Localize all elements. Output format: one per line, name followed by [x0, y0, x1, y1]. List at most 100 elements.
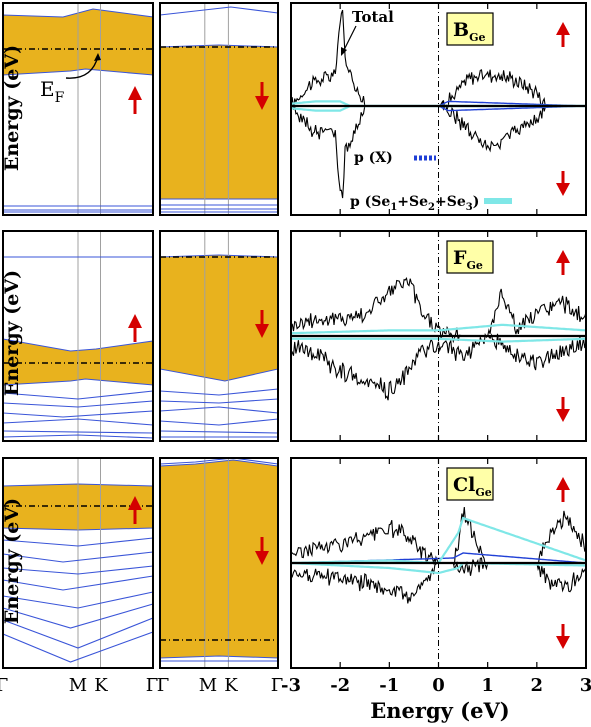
band-line [2, 617, 154, 649]
arrow-head [556, 636, 570, 649]
dos-panel: BGe [290, 2, 587, 216]
dos-label-sub: Ge [467, 259, 483, 272]
kpath-label: Γ [271, 675, 284, 696]
arrow-head [128, 86, 142, 100]
band-line [159, 406, 279, 414]
kpath-label: K [94, 675, 108, 696]
band-line [2, 430, 154, 434]
arrow-head [255, 324, 269, 338]
dos-panel-label: FGe [446, 240, 494, 274]
arrow-head [556, 22, 570, 35]
dos-label-text: ClGe [453, 474, 492, 499]
dos-xtick-label: 2 [531, 675, 544, 696]
arrow-head [556, 250, 570, 263]
band-line [2, 390, 154, 400]
band-line [2, 575, 154, 591]
legend-label-se: p (Se1+Se2+Se3) [350, 194, 479, 213]
band-panel [2, 457, 154, 669]
spin-up-arrow-icon [556, 250, 570, 275]
fermi-pointer-arrowhead [94, 53, 101, 61]
band-line [2, 434, 154, 439]
band-structure-panels [2, 2, 279, 669]
total-pointer [342, 25, 357, 53]
band-panel-frame [159, 457, 279, 669]
dos-label-box [446, 12, 494, 46]
band-ylabel-row1: Energy (eV) [1, 45, 23, 171]
dos-label-sub: Ge [475, 486, 491, 499]
dos-xtick-label: -3 [281, 675, 301, 696]
band-line [159, 388, 279, 396]
band-line [2, 565, 154, 575]
kpath-label: Γ [146, 675, 159, 696]
arrow-head [255, 551, 269, 565]
arrow-head [128, 496, 142, 510]
band-gap-fill [159, 44, 279, 200]
kpath-label: M [199, 675, 217, 696]
dos-xtick-label: -2 [330, 675, 350, 696]
dos-xtick-labels: -3 -2 -1 0 1 2 3 [281, 675, 591, 696]
arrow-head [556, 183, 570, 196]
spin-down-arrow-icon [556, 397, 570, 422]
arrow-head [255, 96, 269, 110]
dos-panel-label: ClGe [446, 467, 494, 501]
spin-down-arrow-icon [255, 310, 269, 338]
band-panel-frame [2, 2, 154, 216]
band-line [2, 603, 154, 629]
kpath-label: Γ [0, 675, 8, 696]
dos-series-line [290, 561, 586, 575]
dos-series-line [290, 332, 587, 401]
spin-up-arrow-icon [556, 477, 570, 502]
kpath-label: Γ [157, 675, 170, 696]
spin-down-arrow-icon [255, 82, 269, 110]
band-panel-frame [2, 457, 154, 669]
dos-label-box [446, 240, 494, 274]
total-label: Total [352, 8, 394, 26]
dos-label-main: Cl [453, 474, 475, 496]
dos-xtick-label: 3 [580, 675, 591, 696]
dos-label-main: F [453, 247, 467, 269]
arrow-head [556, 477, 570, 490]
band-ylabel-row3: Energy (eV) [1, 498, 23, 624]
band-panel [2, 230, 154, 442]
band-panel [159, 2, 279, 216]
band-panel [2, 2, 154, 216]
spin-up-arrow-icon [556, 22, 570, 47]
dos-series-line [291, 323, 587, 335]
dos-xlabel: Energy (eV) [370, 698, 509, 723]
dos-label-sub: Ge [469, 31, 485, 44]
band-panel-frame [159, 230, 279, 442]
spin-up-arrow-icon [128, 314, 142, 342]
band-line [2, 591, 154, 609]
kpath-label: K [224, 675, 238, 696]
arrow-head [128, 314, 142, 328]
legend-label-px: p (X) [354, 150, 393, 166]
spin-up-arrow-icon [128, 86, 142, 114]
band-line [2, 400, 154, 408]
band-line [2, 537, 154, 547]
kpath-label: M [69, 675, 87, 696]
band-panel [159, 457, 279, 669]
arrow-head [556, 409, 570, 422]
band-panel-frame [159, 2, 279, 216]
band-gap-fill [159, 254, 279, 382]
dos-panel: ClGe [290, 457, 587, 669]
kpath-labels: Γ M K Γ Γ M K Γ [0, 675, 283, 696]
band-line [159, 418, 279, 426]
band-line [159, 398, 279, 404]
dos-panel: FGe [290, 230, 587, 442]
dos-xtick-label: 1 [481, 675, 494, 696]
spin-down-arrow-icon [556, 624, 570, 649]
dos-xtick-label: -1 [379, 675, 399, 696]
band-line [2, 418, 154, 426]
band-line [2, 410, 154, 418]
legend: p (X) p (Se1+Se2+Se3) [350, 150, 512, 213]
band-line [2, 551, 154, 563]
dos-label-main: B [453, 19, 469, 41]
band-ylabel-row2: Energy (eV) [1, 270, 23, 396]
band-panel [159, 230, 279, 442]
band-panel-frame [2, 230, 154, 442]
total-pointer-head [341, 47, 347, 56]
fermi-label: EF [40, 77, 65, 106]
